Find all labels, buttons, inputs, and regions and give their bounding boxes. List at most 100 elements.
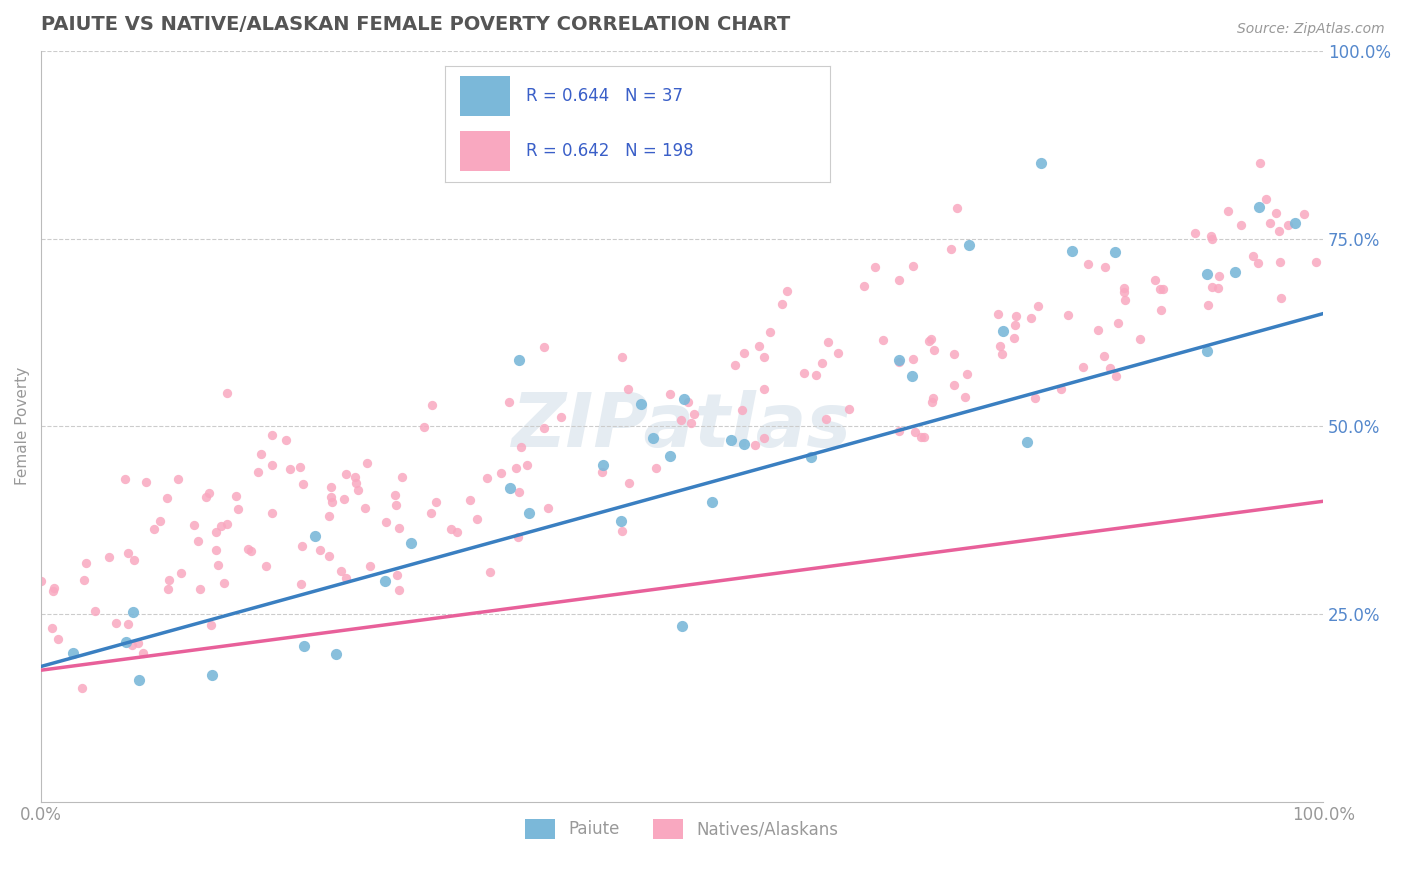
Point (374, 574, 396, 588)
Point (465, 511, 488, 525)
Point (62, 646, 84, 660)
Point (679, 416, 702, 430)
Point (143, 522, 166, 536)
Point (921, 392, 943, 406)
Point (887, 424, 910, 438)
Point (672, 392, 695, 407)
Point (956, 367, 979, 381)
Point (643, 431, 665, 445)
Point (356, 456, 378, 470)
Point (612, 524, 634, 538)
Point (127, 636, 149, 650)
Point (42, 584, 65, 599)
Point (1268, 224, 1291, 238)
Point (292, 639, 315, 653)
Point (439, 522, 461, 536)
Point (731, 402, 754, 417)
Point (388, 583, 411, 598)
Point (669, 413, 692, 427)
Point (105, 616, 128, 631)
Point (425, 495, 447, 509)
Point (333, 491, 356, 506)
Point (215, 386, 238, 401)
Point (508, 485, 530, 500)
Point (1026, 299, 1049, 313)
Point (1029, 156, 1052, 170)
Point (1260, 216, 1282, 230)
Point (612, 351, 634, 365)
Point (591, 465, 613, 479)
Point (344, 476, 367, 491)
Point (420, 399, 443, 413)
Point (1241, 249, 1264, 263)
Point (1104, 368, 1126, 383)
Point (388, 521, 411, 535)
Point (359, 558, 381, 573)
Point (827, 346, 849, 360)
Point (83, 604, 105, 618)
Point (201, 667, 224, 681)
Point (901, 351, 924, 366)
Point (412, 420, 434, 434)
Point (630, 397, 652, 411)
Point (1152, 282, 1174, 296)
Point (215, 517, 238, 532)
Point (1112, 281, 1135, 295)
Point (343, 470, 366, 484)
Point (901, 368, 924, 383)
Point (991, 324, 1014, 338)
Point (720, 433, 742, 447)
Point (619, 475, 641, 490)
Point (987, 307, 1010, 321)
Point (609, 514, 631, 528)
Point (1197, 343, 1219, 358)
Point (1002, 330, 1025, 344)
Point (592, 458, 614, 473)
Point (183, 518, 205, 533)
Point (70, 681, 93, 695)
Point (149, 514, 172, 528)
Point (1149, 282, 1171, 296)
Point (752, 431, 775, 445)
Point (1197, 298, 1219, 312)
Point (991, 347, 1014, 361)
Point (912, 430, 935, 444)
Point (1021, 311, 1043, 326)
Point (1199, 228, 1222, 243)
Point (752, 382, 775, 396)
Point (384, 488, 406, 502)
Point (1092, 350, 1115, 364)
Point (702, 495, 724, 509)
Point (1195, 267, 1218, 281)
Point (42, 581, 65, 595)
Point (748, 339, 770, 353)
Point (499, 481, 522, 495)
Point (214, 575, 236, 590)
Point (475, 471, 498, 485)
Point (509, 440, 531, 454)
Point (645, 461, 668, 475)
Point (114, 635, 136, 649)
Point (121, 638, 143, 652)
Point (910, 430, 932, 444)
Point (190, 582, 212, 596)
Point (508, 352, 530, 367)
Point (1071, 359, 1094, 374)
Point (132, 646, 155, 660)
Point (117, 616, 139, 631)
Point (260, 458, 283, 472)
Point (1107, 316, 1129, 330)
Point (887, 353, 910, 368)
Point (278, 462, 301, 476)
Point (1150, 303, 1173, 318)
Point (318, 509, 340, 524)
Point (156, 582, 179, 596)
Point (122, 605, 145, 619)
Point (1208, 269, 1230, 284)
Point (226, 501, 249, 516)
Point (321, 494, 343, 508)
Point (744, 438, 766, 452)
Point (838, 401, 860, 416)
Point (157, 573, 180, 587)
Point (375, 516, 398, 530)
